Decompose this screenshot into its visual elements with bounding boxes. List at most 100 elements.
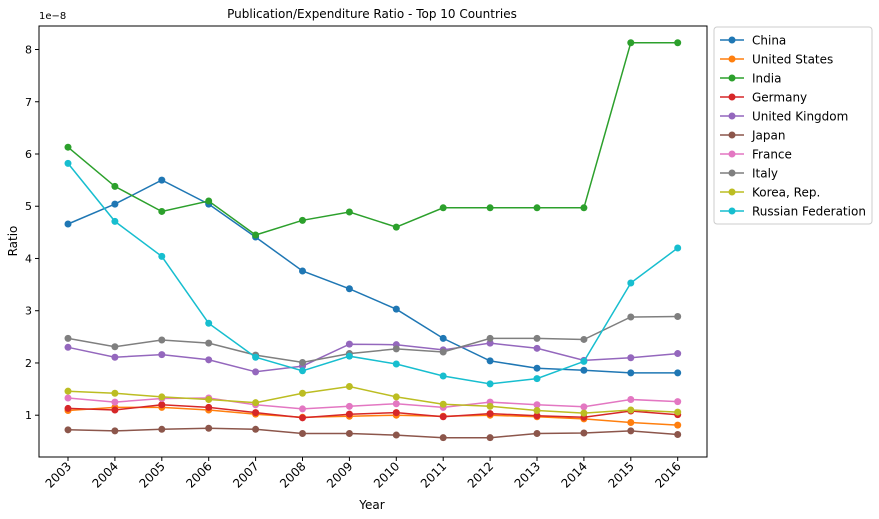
series-line — [67, 406, 678, 426]
data-point — [299, 389, 306, 397]
legend-item: Japan — [720, 129, 785, 143]
data-point — [533, 401, 541, 409]
y-tick-label: 5 — [25, 200, 32, 213]
data-point — [205, 197, 213, 205]
legend-label: United States — [752, 53, 833, 67]
data-point — [158, 176, 166, 184]
series-9 — [64, 159, 682, 388]
data-point — [392, 400, 400, 408]
data-point — [158, 207, 166, 215]
x-tick-label: 2015 — [605, 459, 636, 490]
data-point — [111, 200, 119, 208]
data-point — [580, 366, 588, 374]
data-point — [252, 368, 260, 376]
data-point — [299, 267, 306, 275]
legend-label: India — [752, 72, 781, 86]
data-point — [439, 372, 447, 380]
legend-label: Germany — [752, 91, 807, 105]
x-tick-label: 2005 — [136, 459, 167, 490]
chart-title: Publication/Expenditure Ratio - Top 10 C… — [227, 7, 517, 21]
data-point — [674, 408, 682, 416]
y-tick-label: 4 — [25, 252, 32, 265]
legend-label: Russian Federation — [752, 205, 866, 219]
legend-label: Italy — [752, 167, 778, 181]
data-point — [439, 204, 447, 212]
data-point — [299, 358, 306, 366]
data-point — [439, 348, 447, 356]
series-line — [67, 404, 678, 419]
legend-box — [713, 26, 873, 225]
data-point — [439, 434, 447, 442]
data-point — [111, 353, 119, 361]
x-tick-label: 2016 — [652, 459, 683, 490]
data-point — [627, 313, 635, 321]
plot-area — [38, 25, 708, 458]
legend-marker — [728, 55, 736, 63]
y-tick-label: 7 — [25, 96, 32, 109]
data-point — [111, 398, 119, 406]
data-point — [64, 143, 72, 151]
data-point — [533, 407, 541, 415]
data-point — [439, 413, 447, 421]
data-point — [345, 402, 353, 410]
series-line — [67, 342, 678, 373]
data-point — [252, 399, 260, 407]
series-8 — [64, 382, 682, 417]
data-point — [486, 410, 494, 418]
legend-item: France — [720, 148, 792, 162]
data-point — [205, 319, 213, 327]
legend-marker — [728, 188, 736, 196]
data-point — [533, 364, 541, 372]
y-axis-label: Ratio — [6, 226, 20, 257]
series-line — [67, 385, 678, 414]
data-point — [158, 425, 166, 433]
x-axis-label: Year — [358, 498, 384, 512]
series-0 — [64, 176, 682, 377]
data-point — [345, 208, 353, 216]
series-line — [67, 427, 678, 439]
y-axis: 1 2 3 4 5 6 7 8 — [25, 44, 39, 422]
data-point — [627, 39, 635, 47]
data-point — [533, 344, 541, 352]
data-point — [486, 402, 494, 410]
legend-item: Germany — [720, 91, 807, 105]
data-point — [392, 223, 400, 231]
x-tick-label: 2014 — [559, 459, 590, 490]
y-tick-label: 1 — [25, 409, 32, 422]
legend-item: China — [720, 34, 786, 48]
data-point — [392, 409, 400, 417]
data-point — [674, 350, 682, 358]
y-tick-label: 6 — [25, 148, 32, 161]
data-point — [674, 431, 682, 439]
legend-item: United Kingdom — [720, 110, 848, 124]
data-point — [111, 343, 119, 351]
data-point — [486, 334, 494, 342]
data-point — [252, 425, 260, 433]
legend-marker — [728, 112, 736, 120]
data-point — [627, 419, 635, 427]
data-point — [674, 244, 682, 252]
x-tick-label: 2006 — [183, 459, 214, 490]
data-point — [111, 389, 119, 397]
legend-label: Korea, Rep. — [752, 186, 820, 200]
legend-marker — [728, 150, 736, 158]
y-tick-label: 8 — [25, 44, 32, 57]
data-point — [205, 356, 213, 364]
data-point — [158, 393, 166, 401]
data-point — [299, 216, 306, 224]
y-offset-label: 1e−8 — [39, 11, 66, 22]
data-point — [158, 252, 166, 260]
data-point — [627, 396, 635, 404]
y-tick-label: 3 — [25, 305, 32, 318]
data-point — [205, 403, 213, 411]
legend-item: Italy — [720, 167, 778, 181]
legend-label: China — [752, 34, 786, 48]
data-point — [345, 340, 353, 348]
data-point — [533, 334, 541, 342]
data-point — [674, 369, 682, 377]
data-point — [111, 217, 119, 225]
data-point — [486, 380, 494, 388]
data-point — [158, 336, 166, 344]
x-tick-label: 2003 — [43, 459, 74, 490]
data-point — [392, 431, 400, 439]
